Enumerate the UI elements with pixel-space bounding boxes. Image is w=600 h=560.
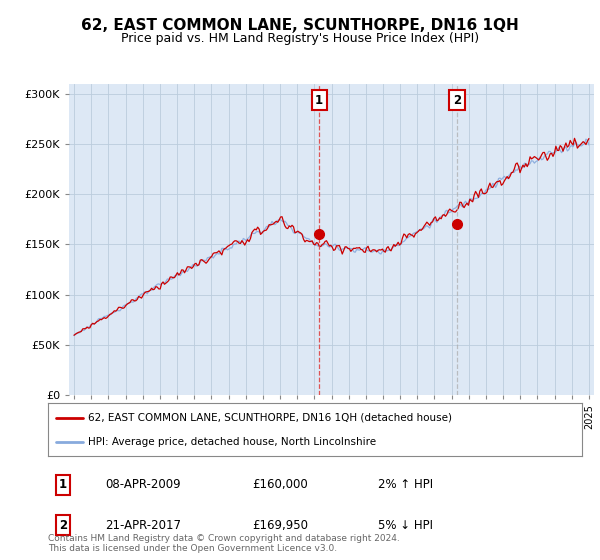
Text: HPI: Average price, detached house, North Lincolnshire: HPI: Average price, detached house, Nort…: [88, 437, 376, 447]
Text: Price paid vs. HM Land Registry's House Price Index (HPI): Price paid vs. HM Land Registry's House …: [121, 32, 479, 45]
Text: 2% ↑ HPI: 2% ↑ HPI: [378, 478, 433, 492]
Text: Contains HM Land Registry data © Crown copyright and database right 2024.
This d: Contains HM Land Registry data © Crown c…: [48, 534, 400, 553]
Text: £160,000: £160,000: [252, 478, 308, 492]
Bar: [319, 84, 457, 395]
Text: 2: 2: [453, 94, 461, 106]
Text: £169,950: £169,950: [252, 519, 308, 532]
Text: 1: 1: [315, 94, 323, 106]
Text: 21-APR-2017: 21-APR-2017: [105, 519, 181, 532]
Text: 62, EAST COMMON LANE, SCUNTHORPE, DN16 1QH: 62, EAST COMMON LANE, SCUNTHORPE, DN16 1…: [81, 18, 519, 33]
Text: 1: 1: [59, 478, 67, 492]
Text: 5% ↓ HPI: 5% ↓ HPI: [378, 519, 433, 532]
Text: 62, EAST COMMON LANE, SCUNTHORPE, DN16 1QH (detached house): 62, EAST COMMON LANE, SCUNTHORPE, DN16 1…: [88, 413, 452, 423]
Text: 08-APR-2009: 08-APR-2009: [105, 478, 181, 492]
Text: 2: 2: [59, 519, 67, 532]
